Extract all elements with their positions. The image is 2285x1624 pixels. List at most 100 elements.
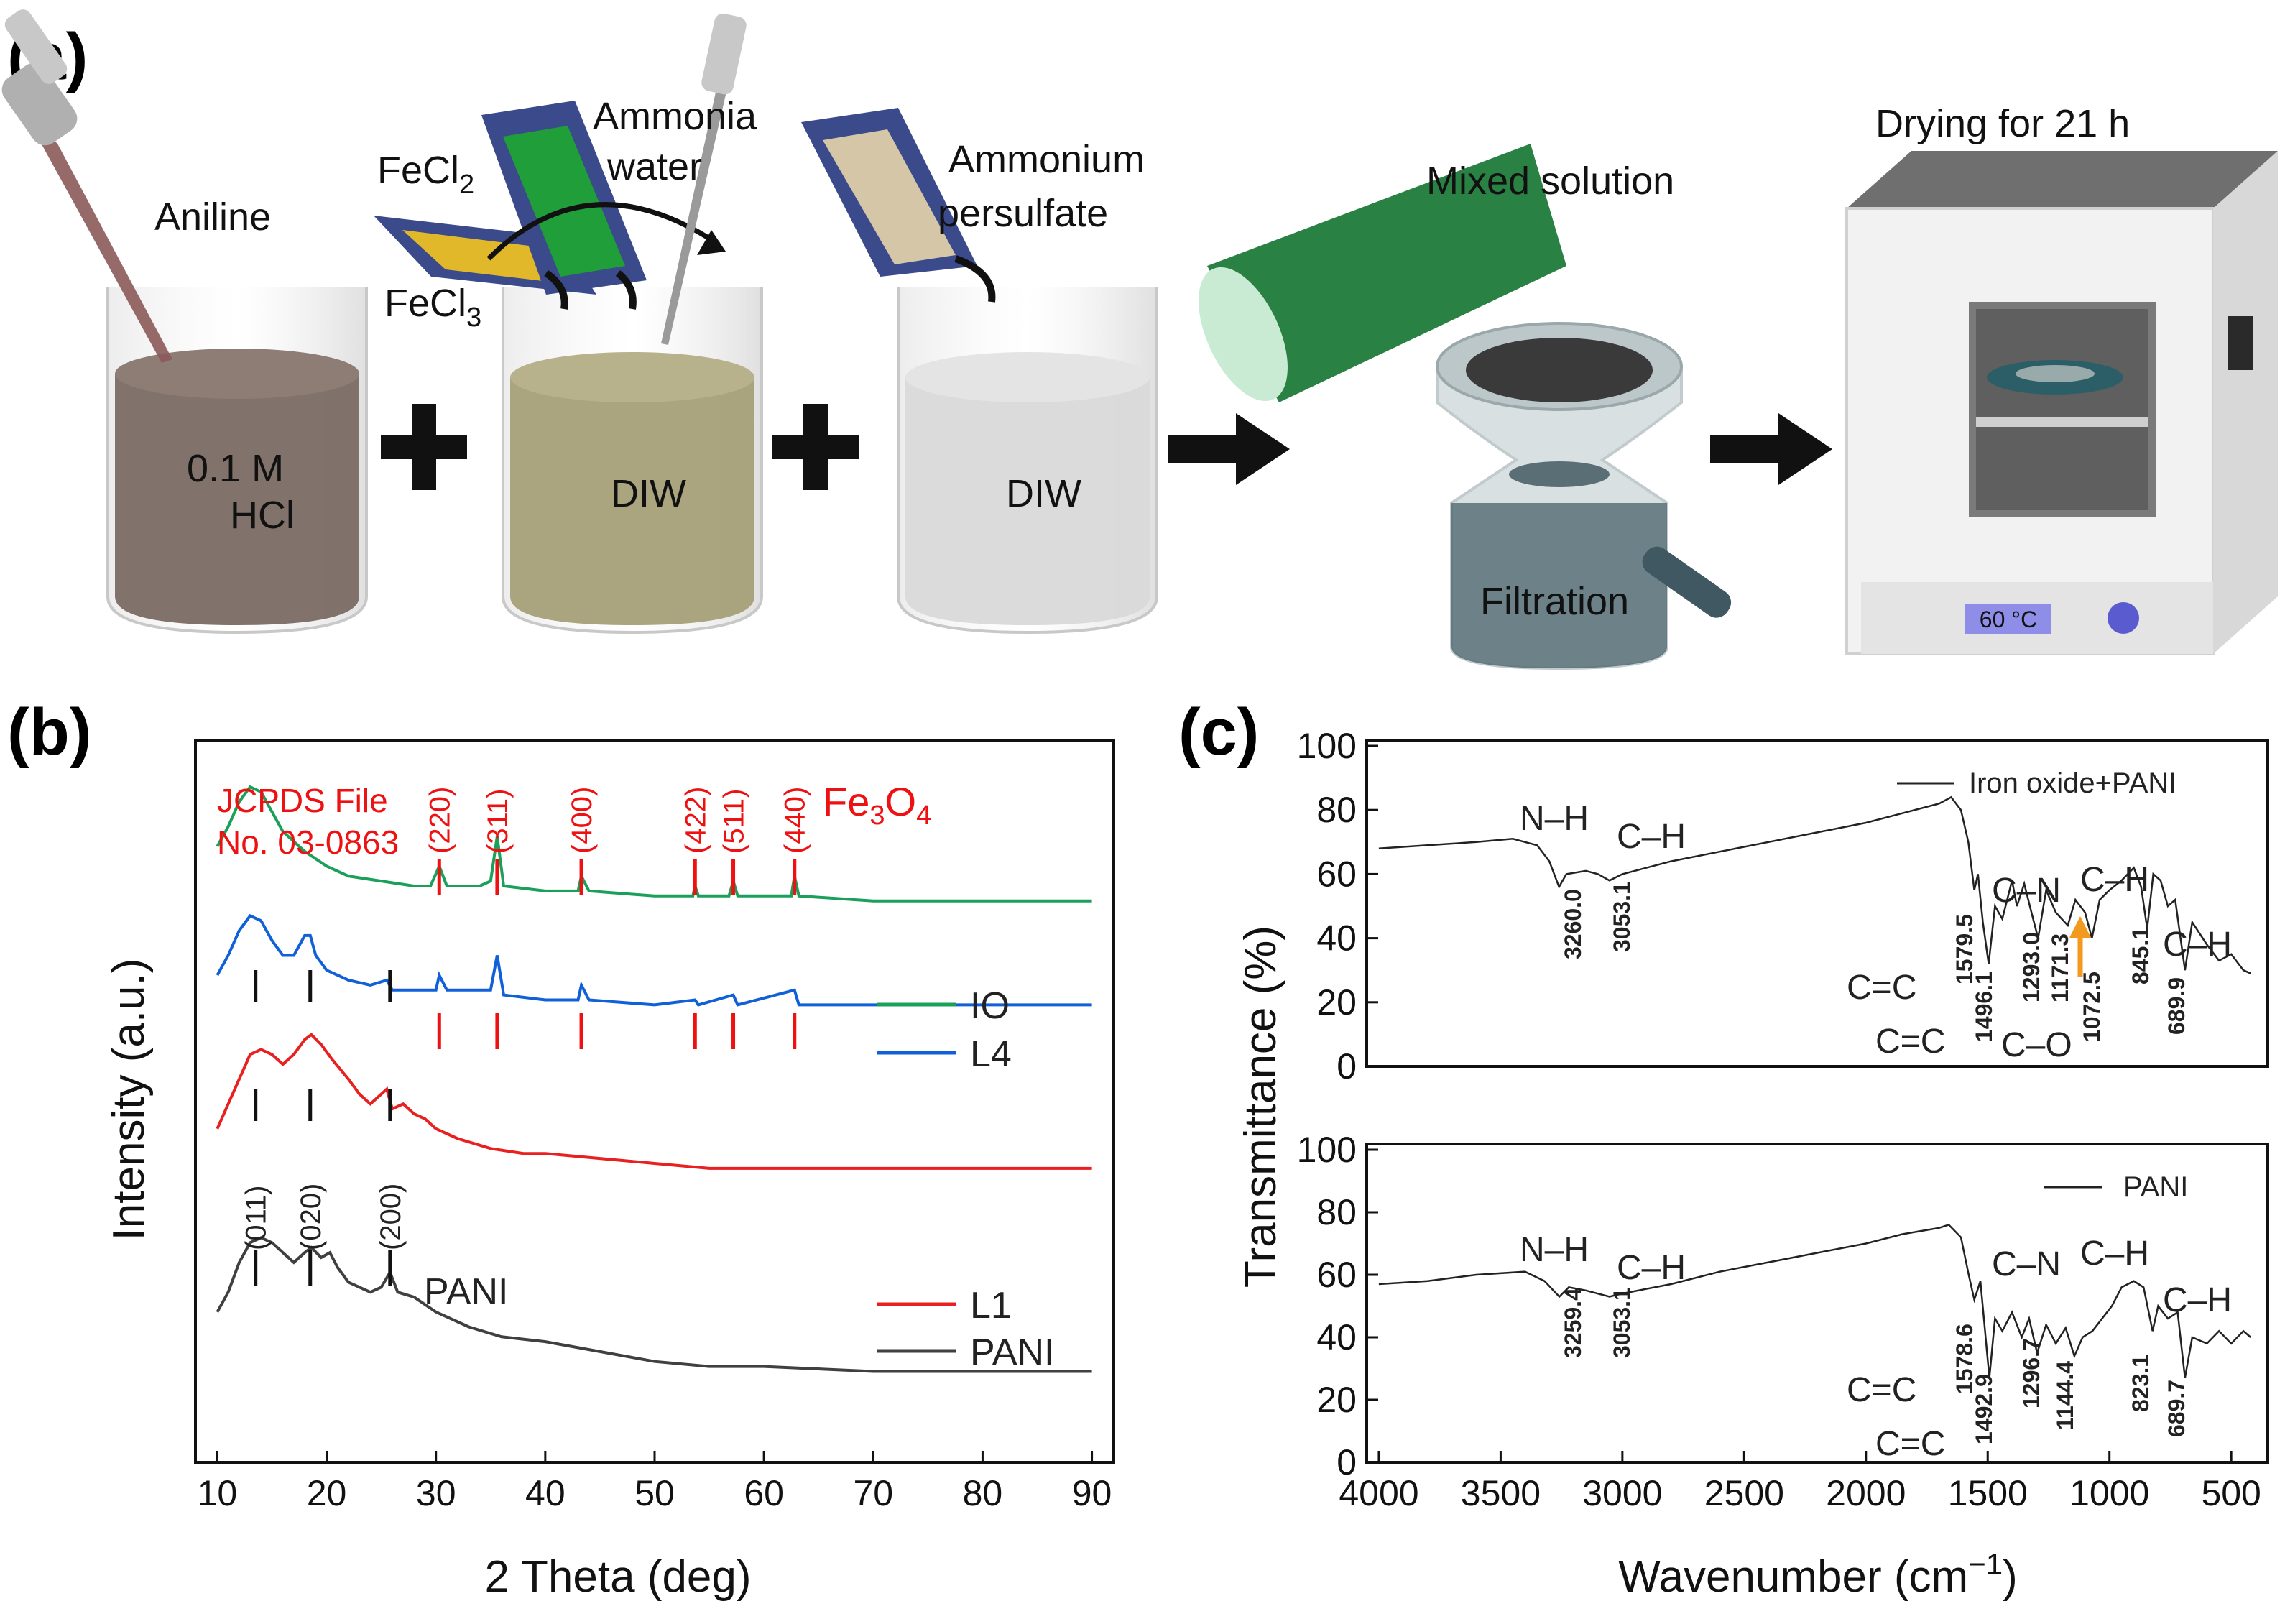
jcpds-label-2: No. 03-0863 — [217, 823, 399, 861]
beaker-3-solution — [905, 363, 1150, 625]
pani-peak-label: (011) — [241, 1186, 272, 1250]
ftir-ytick-label: 20 — [1316, 1380, 1357, 1420]
oven-display — [1965, 604, 2051, 634]
xrd-xtick-label: 50 — [634, 1473, 675, 1513]
ftir-xtick-label: 2000 — [1826, 1473, 1906, 1513]
bond-cc-top-2: C=C — [1875, 1023, 1945, 1061]
bond-cc-bot-1: C=C — [1847, 1371, 1916, 1409]
peak-label-1492: 1492.9 — [1971, 1374, 1997, 1444]
bond-nh-bot: N–H — [1520, 1231, 1589, 1269]
fe3o4-label: Fe3O4 — [823, 779, 931, 831]
peak-label-1144: 1144.4 — [2052, 1361, 2078, 1430]
peak-label-1296: 1296.7 — [2018, 1338, 2044, 1408]
beaker-2-solution — [510, 363, 754, 625]
ftir-xtick-label: 3000 — [1582, 1473, 1662, 1513]
peak-label-1072: 1072.5 — [2079, 972, 2105, 1042]
beaker-3 — [897, 287, 1158, 635]
fe3o4-peak-label: (440) — [780, 787, 811, 854]
persulfate-label-1: Ammonium — [948, 138, 1145, 181]
ftir-ytick-label: 100 — [1297, 1130, 1357, 1170]
xrd-xtick-label: 10 — [198, 1473, 238, 1513]
jcpds-label-1: JCPDS File — [217, 782, 388, 819]
persulfate-boat-icon — [801, 108, 977, 277]
pipette-icon — [661, 13, 747, 345]
mixed-solution-label: Mixed solution — [1426, 160, 1674, 203]
ftir-ytick-label: 40 — [1316, 1317, 1357, 1357]
bond-cc-top-1: C=C — [1847, 969, 1916, 1007]
bond-cn-bot: C–N — [1992, 1245, 2061, 1283]
ftir-pani-chart: 0 20 40 60 80 100 4000 3500 3000 2500 2000 1500 100… — [1297, 1130, 2269, 1602]
pani-annotation: PANI — [424, 1271, 509, 1313]
arrow-right-icon — [1710, 413, 1832, 485]
arrow-icon — [486, 202, 720, 261]
xrd-chart: 10 20 30 40 50 60 70 80 90 (220) (311) (400) (422) (… — [104, 739, 1115, 1602]
ammonia-label-1: Ammonia — [593, 95, 757, 138]
diw-label-2: DIW — [1006, 472, 1081, 515]
arrow-icon — [954, 255, 996, 303]
plus-icon — [772, 404, 859, 490]
xrd-series-pani — [216, 1236, 1092, 1373]
fecl2-boat-icon — [481, 101, 647, 295]
ftir-series-line — [1378, 1223, 2252, 1378]
ammonia-label-2: water — [606, 145, 702, 188]
peak-label-3259: 3259.4 — [1560, 1288, 1586, 1358]
ftir-xtick-label: 1000 — [2069, 1473, 2149, 1513]
xrd-xtick-label: 90 — [1072, 1473, 1112, 1513]
arrow-icon — [544, 269, 568, 310]
ftir-series-line — [1378, 795, 2251, 974]
ftir-ytick-label: 0 — [1337, 1442, 1357, 1482]
bond-ch-bot-1: C–H — [1617, 1249, 1686, 1287]
xrd-series-l4 — [216, 913, 1092, 1007]
pani-peak-label: (200) — [375, 1184, 407, 1250]
oven-icon — [1845, 151, 2278, 655]
ftir-xtick-label: 500 — [2201, 1473, 2261, 1513]
ftir-xlabel: Wavenumber (cm−1) — [1618, 1547, 2017, 1602]
peak-label-1579: 1579.5 — [1952, 914, 1977, 984]
fecl3-label: FeCl3 — [384, 282, 481, 333]
peak-label-823: 823.1 — [2128, 1355, 2154, 1412]
xrd-xtick-label: 30 — [416, 1473, 456, 1513]
peak-label-1293: 1293.0 — [2018, 932, 2044, 1002]
xrd-xlabel: 2 Theta (deg) — [484, 1552, 751, 1602]
mixed-solution-icon — [1199, 144, 1566, 402]
ftir-ytick-label: 60 — [1316, 1255, 1357, 1295]
arrow-icon — [615, 270, 637, 310]
diw-label-1: DIW — [611, 472, 686, 515]
aniline-label: Aniline — [154, 195, 271, 239]
fecl2-label: FeCl2 — [377, 149, 474, 200]
beaker-2 — [502, 287, 763, 635]
hcl-conc-label: 0.1 M — [187, 447, 284, 490]
peak-label-1171: 1171.3 — [2047, 933, 2073, 1002]
peak-label-1496: 1496.1 — [1971, 972, 1997, 1042]
pipette-icon — [1, 9, 172, 363]
legend-label-l4: L4 — [970, 1033, 1012, 1075]
ftir-xtick-label: 1500 — [1948, 1473, 2028, 1513]
peak-label-689: 689.9 — [2164, 977, 2189, 1035]
xrd-series-l1 — [216, 1033, 1092, 1170]
xrd-ylabel: Intensity (a.u.) — [104, 959, 154, 1241]
bond-cc-bot-2: C=C — [1875, 1425, 1945, 1463]
fe3o4-peak-label: (311) — [482, 789, 514, 854]
fe3o4-peak-label: (422) — [680, 787, 711, 854]
hcl-label: HCl — [230, 494, 295, 537]
filtration-icon — [1436, 322, 1732, 670]
xrd-xtick-label: 80 — [963, 1473, 1003, 1513]
plus-icon — [381, 404, 467, 490]
ftir-ytick-label: 80 — [1316, 790, 1357, 830]
xrd-xtick-label: 60 — [744, 1473, 784, 1513]
bond-cn-top: C–N — [1992, 872, 2061, 910]
ftir-xtick-label: 2500 — [1704, 1473, 1784, 1513]
beaker-1-solution — [115, 359, 359, 625]
ftir-ytick-label: 60 — [1316, 854, 1357, 894]
ftir-ytick-label: 20 — [1316, 982, 1357, 1023]
xrd-xtick-label: 20 — [307, 1473, 347, 1513]
ftir-ytick-label: 40 — [1316, 918, 1357, 959]
xrd-xtick-label: 70 — [853, 1473, 893, 1513]
ftir-xtick-label: 3500 — [1461, 1473, 1541, 1513]
peak-label-3260: 3260.0 — [1560, 889, 1586, 959]
ftir-bot-frame — [1365, 1143, 2269, 1464]
panel-label-c: (c) — [1178, 696, 1259, 769]
fe3o4-peak-label: (220) — [424, 787, 456, 854]
pani-peak-label: (020) — [295, 1184, 327, 1250]
legend-label-pani-ftir: PANI — [2123, 1171, 2188, 1203]
